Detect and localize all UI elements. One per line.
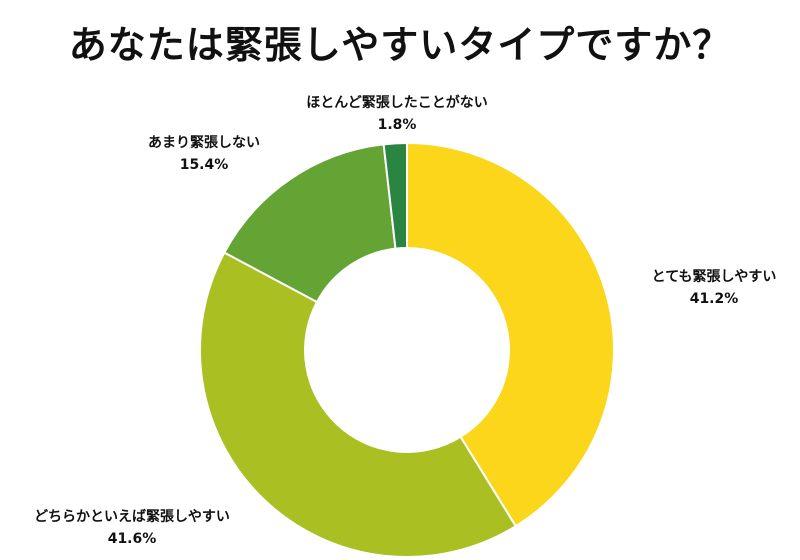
- slice-label-text: あまり緊張しない: [148, 135, 260, 151]
- slice-percent-text: 41.2%: [689, 291, 739, 307]
- slice-somewhat-nervous: [199, 251, 518, 558]
- slice-percent-text: 15.4%: [179, 157, 229, 173]
- slice-label-somewhat-nervous: どちらかといえば緊張しやすい 41.6%: [14, 506, 250, 550]
- slice-label-rarely-nervous: ほとんど緊張したことがない 1.8%: [290, 92, 504, 136]
- slice-percent-text: 41.6%: [107, 531, 157, 547]
- chart-title: あなたは緊張しやすいタイプですか？: [68, 23, 732, 67]
- slice-label-text: とても緊張しやすい: [651, 269, 777, 285]
- slice-percent-text: 1.8%: [377, 117, 417, 133]
- slice-rarely-nervous: [382, 141, 408, 250]
- slice-label-not-very-nervous: あまり緊張しない 15.4%: [130, 132, 278, 176]
- slice-very-nervous: [406, 141, 615, 528]
- slice-label-text: どちらかといえば緊張しやすい: [34, 509, 230, 525]
- slice-label-text: ほとんど緊張したことがない: [306, 95, 488, 111]
- slice-label-very-nervous: とても緊張しやすい 41.2%: [640, 266, 788, 310]
- slice-not-very-nervous: [223, 143, 397, 304]
